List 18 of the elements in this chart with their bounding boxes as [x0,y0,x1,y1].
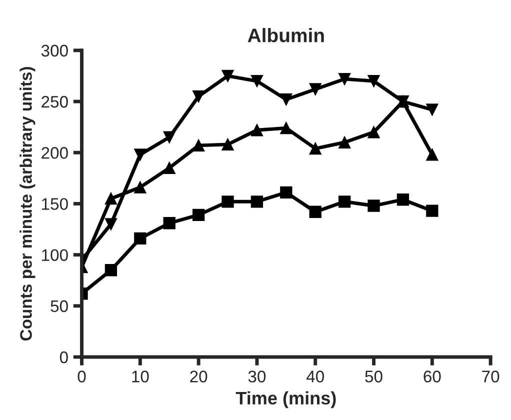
y-axis-title: Counts per minute (arbitrary units) [20,67,36,341]
x-tick-label: 50 [365,370,382,382]
y-tick-label: 150 [42,198,68,210]
y-tick-label: 250 [42,96,68,108]
x-tick-label: 0 [78,370,86,382]
y-tick-label: 100 [42,249,68,262]
x-tick-label: 10 [132,370,149,382]
x-tick-label: 30 [248,370,266,382]
x-axis-title: Time (mins) [236,391,336,408]
chart-title: Albumin [248,28,324,42]
x-tick-label: 20 [190,370,208,382]
x-tick-label: 70 [482,370,500,382]
y-tick-label: 300 [41,44,68,57]
x-tick-label: 60 [424,370,441,382]
x-tick-label: 40 [306,370,324,382]
y-tick-label: 50 [50,300,68,312]
y-tick-label: 0 [60,351,68,364]
y-tick-label: 200 [42,147,68,159]
